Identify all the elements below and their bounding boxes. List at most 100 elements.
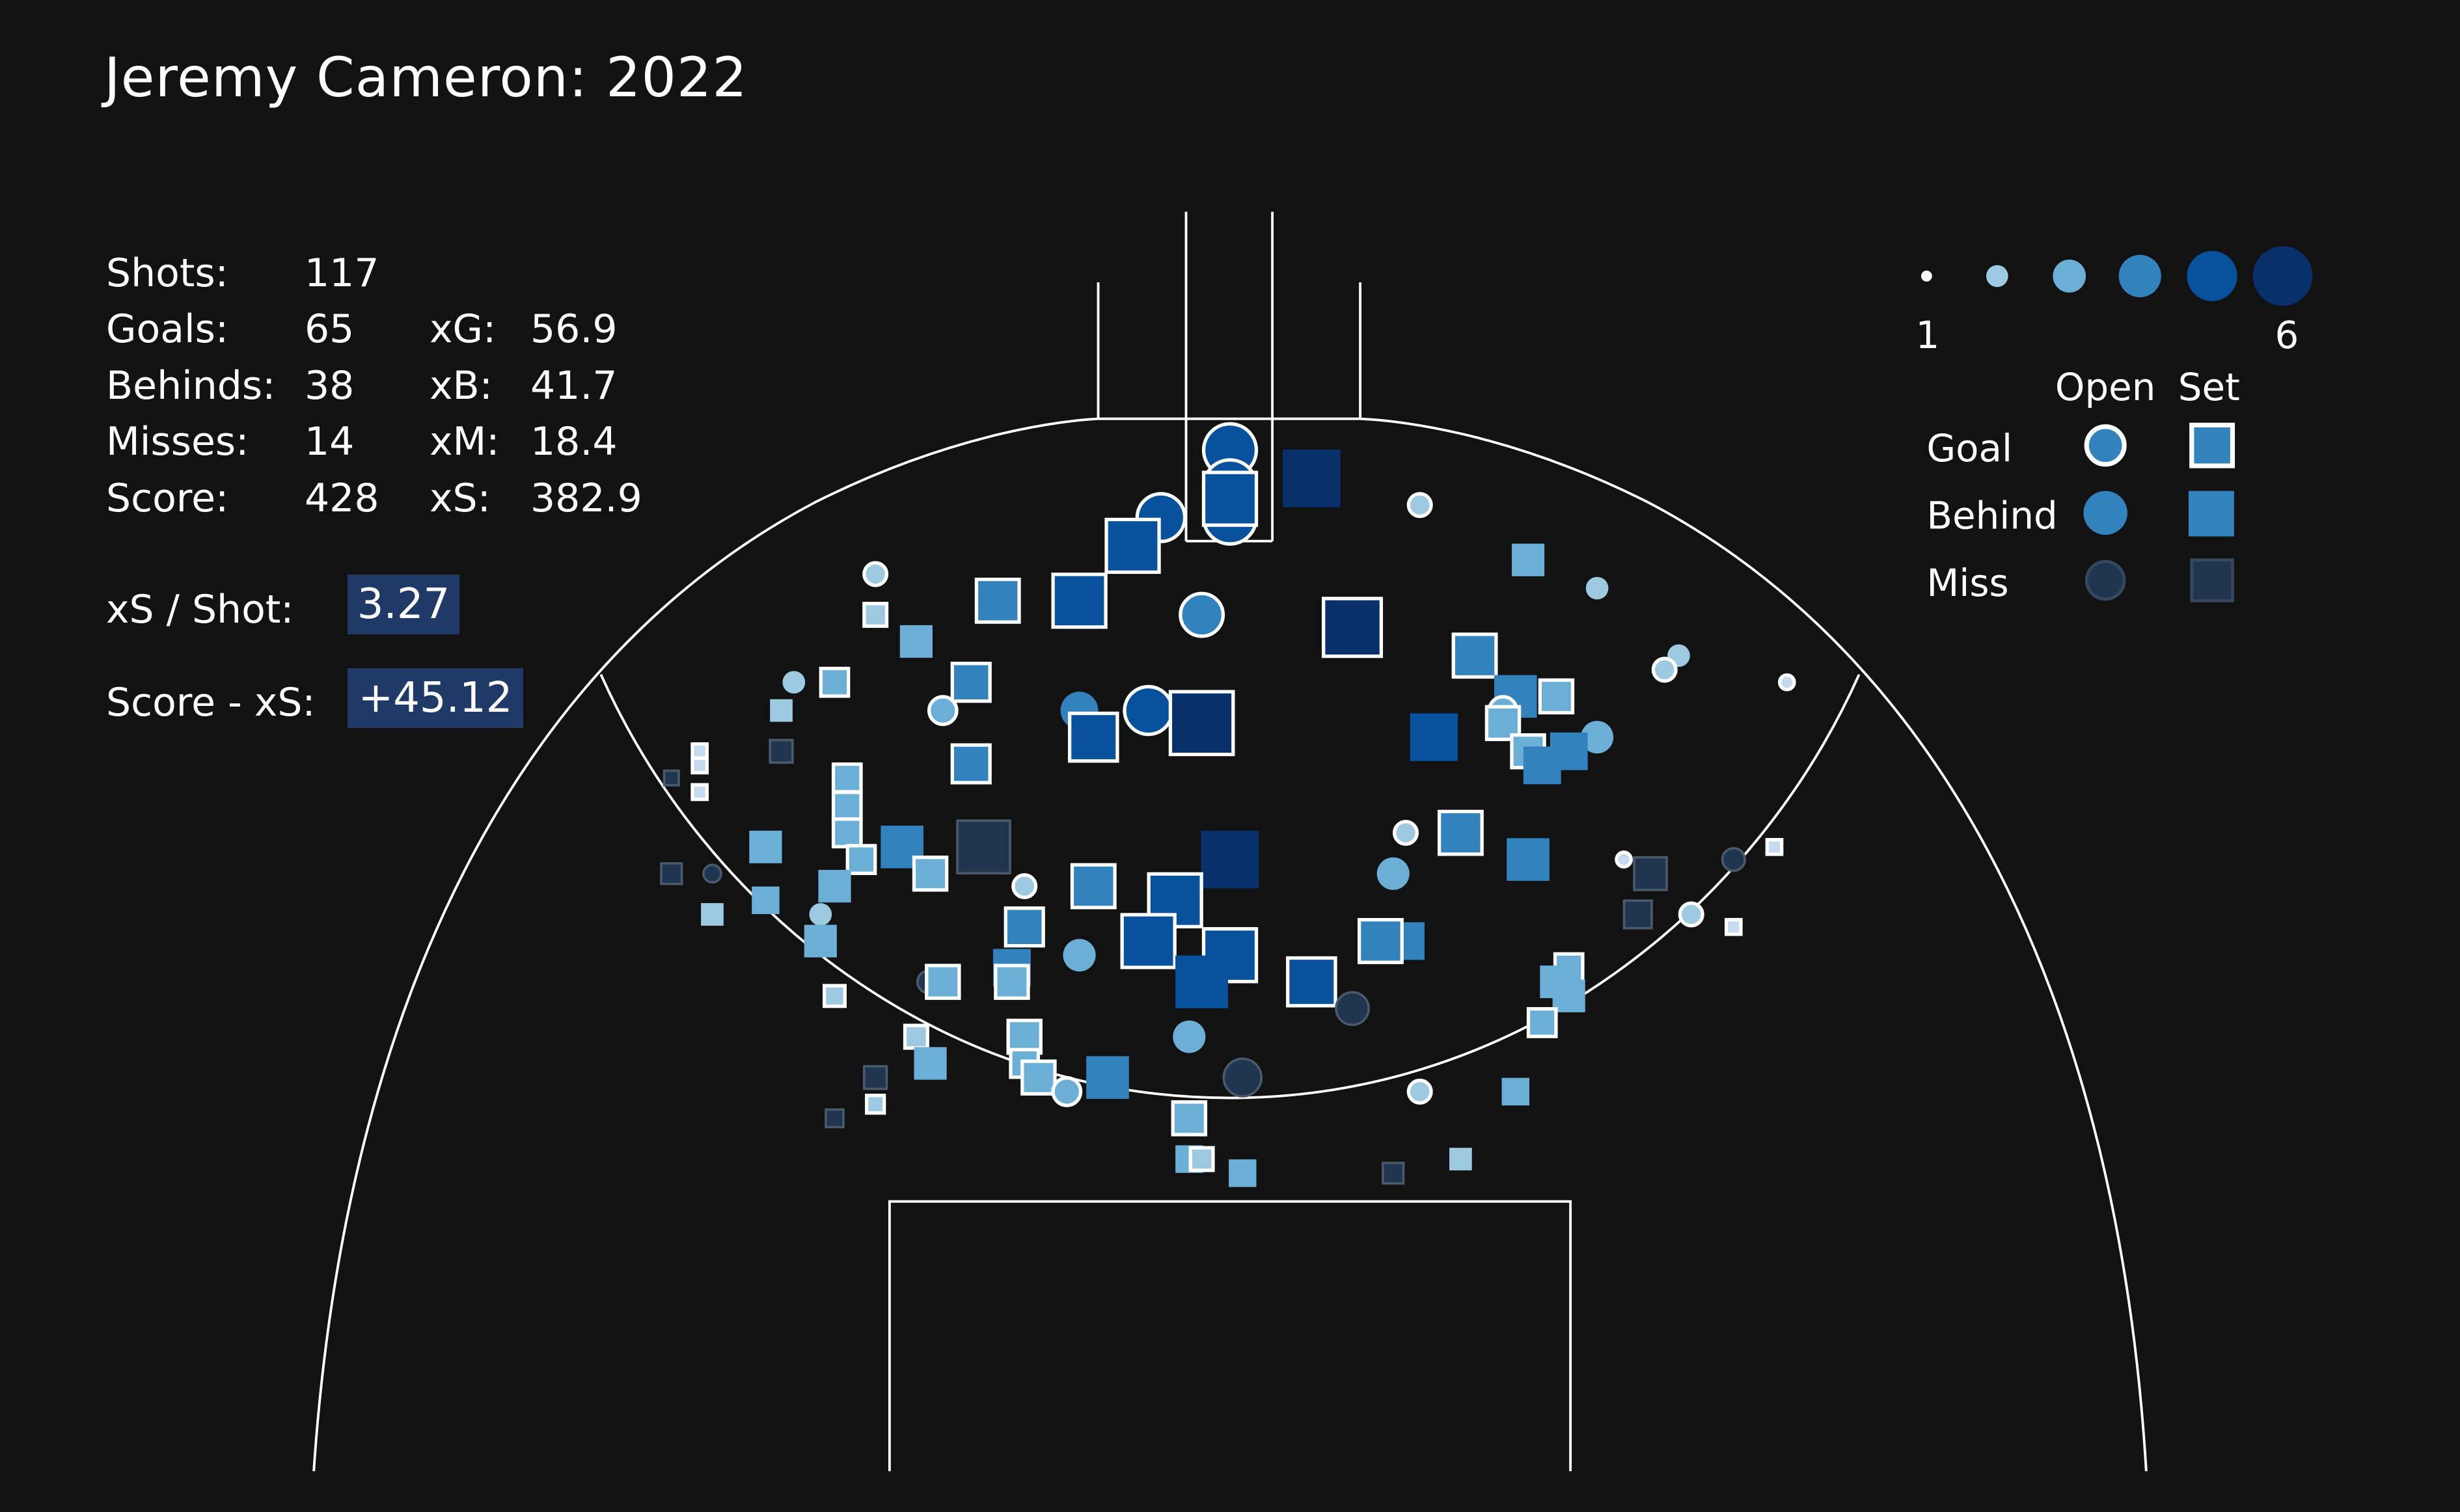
shot-point-goal bbox=[1201, 927, 1259, 984]
shot-point-goal bbox=[1765, 837, 1784, 856]
legend-size-4 bbox=[2118, 254, 2161, 297]
shot-point-goal bbox=[831, 762, 863, 794]
shot-point-miss bbox=[1382, 1161, 1405, 1185]
shot-point-goal bbox=[1123, 684, 1174, 736]
shot-point-miss bbox=[1222, 1057, 1263, 1098]
xs-value: 382.9 bbox=[530, 476, 642, 521]
legend-set-label: Set bbox=[2178, 365, 2240, 409]
shot-point-goal bbox=[1406, 1078, 1433, 1105]
shot-point-goal bbox=[831, 790, 863, 822]
shot-point-behind bbox=[1523, 746, 1561, 785]
legend-size-3 bbox=[2053, 260, 2086, 293]
shot-point-miss bbox=[663, 769, 680, 787]
shot-point-goal bbox=[1526, 1006, 1558, 1038]
shot-point-goal bbox=[1451, 632, 1498, 679]
score-value: 428 bbox=[305, 476, 379, 521]
shot-point-goal bbox=[1004, 906, 1045, 948]
shot-point-behind bbox=[782, 671, 806, 694]
legend-miss-label: Miss bbox=[1926, 561, 2008, 605]
shot-point-behind bbox=[701, 903, 724, 926]
behinds-value: 38 bbox=[305, 363, 355, 409]
legend: 1 6 Open Set Goal Behind Miss bbox=[1915, 246, 2313, 605]
xg-value: 56.9 bbox=[530, 306, 618, 352]
shot-point-goal bbox=[1538, 678, 1575, 715]
shot-point-behind bbox=[1511, 543, 1545, 576]
shot-point-behind bbox=[804, 925, 837, 958]
score-minus-xs-value: +45.12 bbox=[348, 668, 523, 728]
shot-point-miss bbox=[956, 819, 1011, 875]
shot-point-behind bbox=[899, 625, 933, 658]
legend-behind-set-marker bbox=[2188, 491, 2234, 537]
shot-point-goal bbox=[690, 756, 709, 775]
shot-point-miss bbox=[863, 1065, 888, 1090]
shot-point-behind bbox=[1552, 979, 1585, 1012]
shot-point-behind bbox=[818, 870, 851, 903]
shot-point-goal bbox=[845, 844, 877, 875]
centre-square bbox=[888, 1200, 1572, 1472]
shot-point-behind bbox=[1581, 721, 1614, 754]
shot-point-behind bbox=[1376, 857, 1410, 890]
shot-point-goal bbox=[1678, 901, 1704, 928]
shot-point-goal bbox=[950, 662, 992, 703]
fifty-metre-arc bbox=[599, 673, 1861, 1100]
shot-point-goal bbox=[912, 856, 949, 892]
shot-point-miss bbox=[1335, 991, 1370, 1027]
shot-point-behind bbox=[1063, 939, 1096, 972]
shot-point-goal bbox=[927, 695, 959, 726]
goals-value: 65 bbox=[305, 306, 355, 352]
misses-label: Misses: bbox=[106, 419, 249, 465]
shot-point-behind bbox=[1229, 1159, 1257, 1187]
shot-point-behind bbox=[914, 1047, 947, 1080]
xg-label: xG: bbox=[430, 306, 497, 352]
shot-point-goal bbox=[903, 1023, 929, 1050]
shot-point-goal bbox=[1051, 1076, 1083, 1107]
shot-point-behind bbox=[752, 886, 780, 914]
shot-point-goal bbox=[1067, 711, 1119, 763]
shot-point-behind bbox=[1283, 449, 1341, 507]
shot-point-goal bbox=[1615, 850, 1633, 869]
legend-behind-label: Behind bbox=[1926, 493, 2057, 537]
shot-points bbox=[660, 422, 1796, 1187]
chart-title: Jeremy Cameron: 2022 bbox=[104, 46, 748, 109]
shot-point-goal bbox=[1120, 913, 1177, 969]
shot-point-behind bbox=[1410, 713, 1458, 761]
shot-point-goal bbox=[1188, 1146, 1215, 1172]
xm-value: 18.4 bbox=[530, 419, 618, 465]
ground-lines bbox=[312, 211, 2148, 1472]
shot-point-goal bbox=[950, 743, 992, 785]
boundary-line bbox=[312, 417, 2148, 1472]
shot-point-goal bbox=[1051, 573, 1108, 629]
misses-value: 14 bbox=[305, 419, 355, 465]
goals-label: Goals: bbox=[106, 306, 229, 352]
shot-point-miss bbox=[660, 862, 683, 885]
shot-point-miss bbox=[825, 1108, 845, 1129]
xb-label: xB: bbox=[430, 363, 493, 409]
xs-per-shot-value: 3.27 bbox=[348, 574, 459, 634]
xb-value: 41.7 bbox=[530, 363, 618, 409]
shot-point-goal bbox=[1777, 673, 1796, 692]
shot-point-goal bbox=[1011, 873, 1038, 900]
shot-point-behind bbox=[1086, 1056, 1129, 1099]
shot-point-goal bbox=[690, 783, 709, 802]
shot-point-goal bbox=[862, 561, 889, 587]
legend-size-max-label: 6 bbox=[2275, 313, 2299, 357]
shot-point-miss bbox=[1633, 856, 1668, 891]
shot-point-miss bbox=[1622, 899, 1653, 930]
shot-point-goal bbox=[1392, 820, 1419, 846]
legend-size-1 bbox=[1920, 270, 1932, 282]
score-label: Score: bbox=[106, 476, 229, 521]
legend-miss-open-marker bbox=[2084, 560, 2126, 601]
shot-point-goal bbox=[1168, 690, 1235, 757]
shot-point-goal bbox=[1437, 809, 1484, 856]
shot-point-goal bbox=[1020, 1059, 1057, 1096]
score-minus-xs-label: Score - xS: bbox=[106, 680, 316, 725]
shot-point-goal bbox=[994, 964, 1030, 1000]
legend-size-5 bbox=[2187, 250, 2237, 301]
shot-point-goal bbox=[1171, 1100, 1208, 1137]
shot-point-behind bbox=[1449, 1148, 1472, 1170]
shot-point-behind bbox=[1585, 576, 1609, 600]
shot-point-goal bbox=[1725, 917, 1743, 936]
shot-point-goal bbox=[823, 984, 847, 1008]
shot-point-behind bbox=[749, 830, 782, 863]
